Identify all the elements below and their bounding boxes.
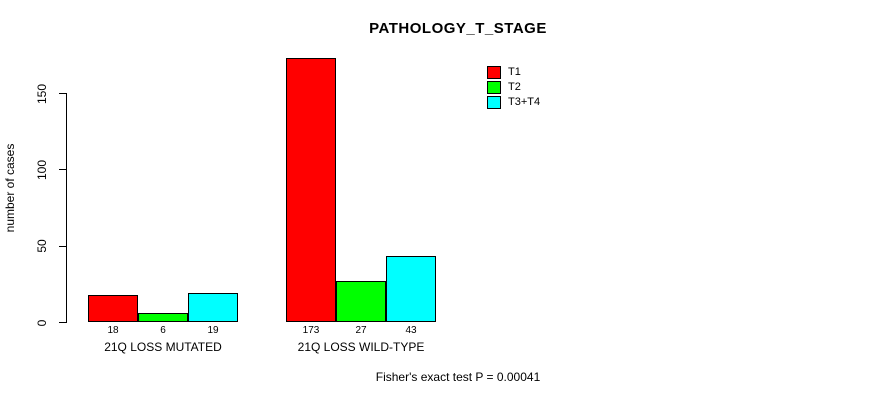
y-tick-mark xyxy=(59,93,66,94)
y-tick-label: 50 xyxy=(35,239,49,253)
legend-swatch-icon xyxy=(487,81,501,94)
bar-value-label: 173 xyxy=(302,325,320,336)
legend-swatch-icon xyxy=(487,96,501,109)
bar-t3-t4 xyxy=(188,293,238,322)
legend-row: T1 xyxy=(487,65,540,80)
y-tick-mark xyxy=(59,169,66,171)
legend-label: T1 xyxy=(508,66,521,78)
bar-value-label: 18 xyxy=(107,325,119,336)
legend-label: T3+T4 xyxy=(508,96,541,108)
category-label: 21Q LOSS WILD-TYPE xyxy=(297,340,425,354)
legend-row: T2 xyxy=(487,80,540,95)
bar-t1 xyxy=(286,58,336,322)
y-axis-line xyxy=(66,93,67,323)
legend-swatch-icon xyxy=(487,66,501,79)
bar-value-label: 27 xyxy=(355,325,367,336)
legend: T1 T2 T3+T4 xyxy=(487,65,540,110)
y-axis-label: number of cases xyxy=(3,143,17,233)
y-tick-mark xyxy=(59,245,66,247)
stat-annotation: Fisher's exact test P = 0.00041 xyxy=(375,370,541,384)
bar-t1 xyxy=(88,295,138,322)
bar-t2 xyxy=(336,281,386,322)
bar-value-label: 19 xyxy=(207,325,219,336)
y-tick-label: 100 xyxy=(35,159,49,180)
bar-t3-t4 xyxy=(386,256,436,322)
category-label: 21Q LOSS MUTATED xyxy=(104,340,222,354)
legend-row: T3+T4 xyxy=(487,95,540,110)
y-tick-mark xyxy=(59,322,66,323)
chart-title: PATHOLOGY_T_STAGE xyxy=(369,20,547,37)
legend-label: T2 xyxy=(508,81,521,93)
y-tick-label: 0 xyxy=(35,319,49,326)
bar-value-label: 6 xyxy=(160,325,166,336)
bar-value-label: 43 xyxy=(405,325,417,336)
y-tick-label: 150 xyxy=(35,83,49,104)
bar-t2 xyxy=(138,313,188,322)
